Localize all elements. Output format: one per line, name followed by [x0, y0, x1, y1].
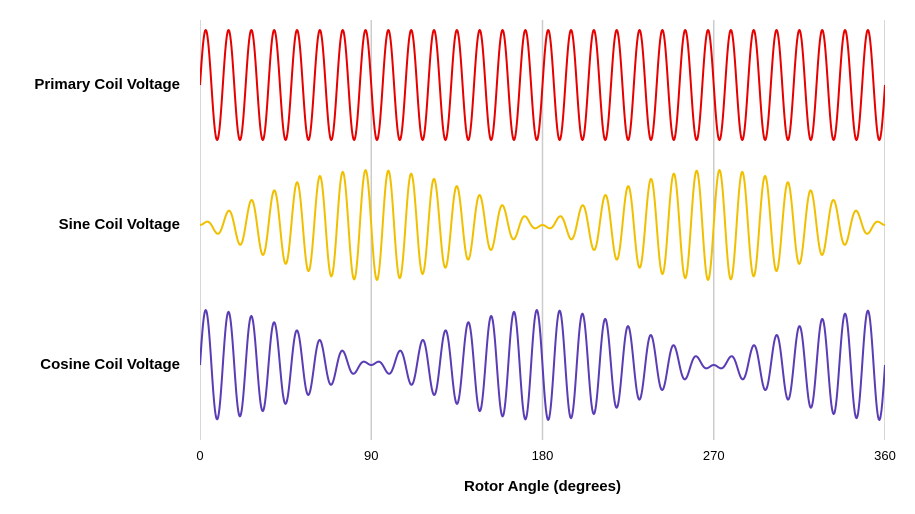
chart-container: { "type": "modulated-waveform-chart", "b…: [0, 0, 915, 514]
label-cosine: Cosine Coil Voltage: [40, 356, 180, 373]
tick-3: 270: [703, 448, 725, 463]
tick-4: 360: [874, 448, 896, 463]
x-axis-label: Rotor Angle (degrees): [464, 478, 621, 495]
tick-1: 90: [364, 448, 378, 463]
plot-svg: [200, 20, 885, 440]
tick-2: 180: [532, 448, 554, 463]
label-sine: Sine Coil Voltage: [59, 216, 180, 233]
label-primary: Primary Coil Voltage: [34, 76, 180, 93]
tick-0: 0: [196, 448, 203, 463]
